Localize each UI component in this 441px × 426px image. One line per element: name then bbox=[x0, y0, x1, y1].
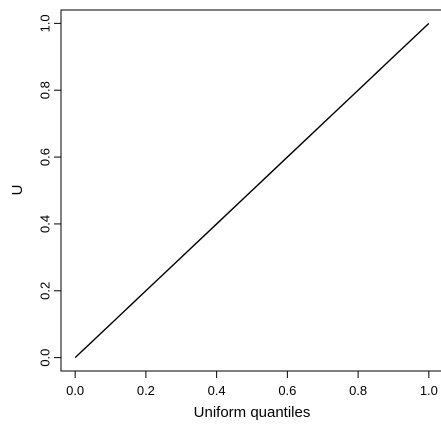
y-tick-label: 0.4 bbox=[38, 215, 53, 233]
y-tick-label: 1.0 bbox=[38, 14, 53, 32]
x-tick-label: 0.0 bbox=[66, 383, 84, 398]
x-tick-label: 0.8 bbox=[349, 383, 367, 398]
y-tick-label: 0.0 bbox=[38, 349, 53, 367]
series-layer bbox=[74, 22, 430, 359]
x-tick-label: 1.0 bbox=[420, 383, 438, 398]
y-axis: 0.0 0.2 0.4 0.6 0.8 1.0 bbox=[38, 14, 62, 367]
y-tick-label: 0.8 bbox=[38, 81, 53, 99]
series-line bbox=[74, 22, 430, 359]
y-tick-label: 0.6 bbox=[38, 148, 53, 166]
x-tick-label: 0.6 bbox=[278, 383, 296, 398]
x-axis: 0.0 0.2 0.4 0.6 0.8 1.0 bbox=[66, 370, 438, 398]
y-tick-label: 0.2 bbox=[38, 282, 53, 300]
x-axis-title: Uniform quantiles bbox=[194, 404, 311, 421]
y-axis-title: U bbox=[9, 185, 26, 196]
x-tick-label: 0.2 bbox=[137, 383, 155, 398]
x-tick-label: 0.4 bbox=[208, 383, 226, 398]
